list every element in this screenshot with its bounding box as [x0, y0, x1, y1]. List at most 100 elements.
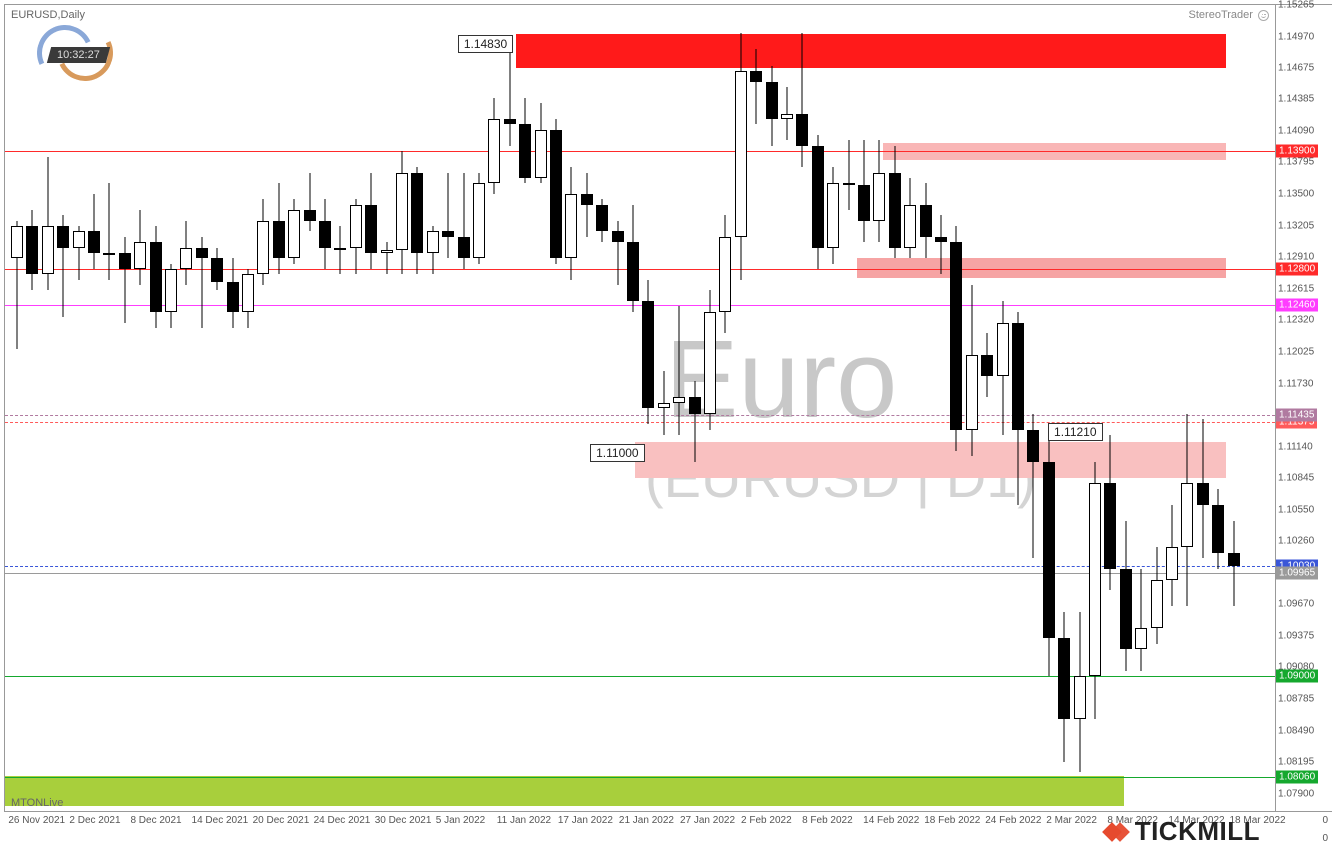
y-tick: 1.11730: [1278, 378, 1313, 389]
y-tick: 1.14385: [1278, 94, 1314, 105]
candlestick: [735, 5, 747, 812]
candlestick: [288, 5, 300, 812]
candlestick: [565, 5, 577, 812]
candlestick: [750, 5, 762, 812]
candlestick: [73, 5, 85, 812]
candlestick: [689, 5, 701, 812]
candlestick: [550, 5, 562, 812]
candlestick: [458, 5, 470, 812]
candlestick: [1151, 5, 1163, 812]
candlestick: [150, 5, 162, 812]
x-axis-zero: 0: [1322, 815, 1328, 826]
x-tick: 18 Feb 2022: [924, 815, 980, 826]
candlestick: [519, 5, 531, 812]
x-tick: 2 Dec 2021: [69, 815, 120, 826]
symbol-title: EURUSD,Daily: [11, 9, 85, 21]
candlestick: [612, 5, 624, 812]
candlestick: [134, 5, 146, 812]
candlestick: [411, 5, 423, 812]
candlestick: [88, 5, 100, 812]
price-tag: 1.09000: [1276, 669, 1318, 682]
brand-text: TICKMILL: [1135, 816, 1260, 847]
candlestick: [673, 5, 685, 812]
candlestick: [396, 5, 408, 812]
provider-text: StereoTrader: [1189, 9, 1253, 21]
y-tick: 1.09375: [1278, 630, 1314, 641]
y-tick: 1.12320: [1278, 315, 1314, 326]
candlestick: [1043, 5, 1055, 812]
candlestick: [981, 5, 993, 812]
candlestick: [442, 5, 454, 812]
candlestick: [658, 5, 670, 812]
y-tick: 1.12025: [1278, 346, 1314, 357]
x-tick: 27 Jan 2022: [680, 815, 735, 826]
chart-container: EURUSD,Daily StereoTrader 10:32:27 Euro …: [0, 0, 1332, 857]
candlestick: [180, 5, 192, 812]
x-tick: 2 Feb 2022: [741, 815, 792, 826]
x-axis-zero: 0: [1322, 833, 1328, 844]
price-tag: 1.11435: [1276, 409, 1317, 422]
candlestick: [1089, 5, 1101, 812]
candlestick: [1074, 5, 1086, 812]
candlestick: [196, 5, 208, 812]
x-tick: 5 Jan 2022: [436, 815, 486, 826]
y-tick: 1.08195: [1278, 757, 1314, 768]
bottom-left-label: MTONLive: [11, 797, 63, 809]
candlestick: [873, 5, 885, 812]
candlestick: [642, 5, 654, 812]
x-tick: 30 Dec 2021: [375, 815, 432, 826]
x-tick: 20 Dec 2021: [253, 815, 310, 826]
price-tag: 1.13900: [1276, 145, 1318, 158]
candlestick: [796, 5, 808, 812]
clock-widget: 10:32:27: [25, 19, 135, 79]
candlestick: [1135, 5, 1147, 812]
price-tag: 1.12800: [1276, 262, 1318, 275]
candlestick: [766, 5, 778, 812]
y-tick: 1.10260: [1278, 535, 1314, 546]
candlestick: [1166, 5, 1178, 812]
candlestick: [504, 5, 516, 812]
x-tick: 17 Jan 2022: [558, 815, 613, 826]
candlestick: [119, 5, 131, 812]
y-tick: 1.10845: [1278, 473, 1314, 484]
brand-logo-label: TICKMILL: [1103, 816, 1260, 847]
clock-time-badge: 10:32:27: [47, 47, 110, 63]
price-annotation: 1.11000: [590, 444, 645, 462]
price-tag: 1.12460: [1276, 299, 1318, 312]
y-tick: 1.11140: [1278, 441, 1313, 452]
candlestick: [257, 5, 269, 812]
plot-area[interactable]: EURUSD,Daily StereoTrader 10:32:27 Euro …: [4, 4, 1276, 812]
y-tick: 1.14090: [1278, 125, 1314, 136]
candlestick: [1197, 5, 1209, 812]
candlestick: [11, 5, 23, 812]
y-tick: 1.14675: [1278, 63, 1314, 74]
price-annotation: 1.14830: [458, 35, 513, 53]
smiley-icon: [1258, 10, 1269, 21]
candlestick: [1228, 5, 1240, 812]
tickmill-icon: [1103, 819, 1129, 845]
candlestick: [365, 5, 377, 812]
candlestick: [920, 5, 932, 812]
x-tick: 21 Jan 2022: [619, 815, 674, 826]
candlestick: [966, 5, 978, 812]
candlestick: [1104, 5, 1116, 812]
x-tick: 11 Jan 2022: [497, 815, 551, 826]
candlestick: [488, 5, 500, 812]
price-tag: 1.08060: [1276, 770, 1318, 783]
y-axis: 1.152651.149701.146751.143851.140901.137…: [1276, 4, 1332, 812]
candlestick: [319, 5, 331, 812]
candlestick: [1058, 5, 1070, 812]
candlestick: [211, 5, 223, 812]
x-tick: 14 Feb 2022: [863, 815, 919, 826]
x-tick: 24 Feb 2022: [985, 815, 1041, 826]
x-tick: 8 Dec 2021: [130, 815, 181, 826]
x-tick: 8 Feb 2022: [802, 815, 853, 826]
candlestick: [227, 5, 239, 812]
candlestick: [57, 5, 69, 812]
candlestick: [1212, 5, 1224, 812]
y-tick: 1.14970: [1278, 31, 1314, 42]
candlestick: [858, 5, 870, 812]
y-tick: 1.09670: [1278, 599, 1314, 610]
candlestick: [904, 5, 916, 812]
candlestick: [103, 5, 115, 812]
